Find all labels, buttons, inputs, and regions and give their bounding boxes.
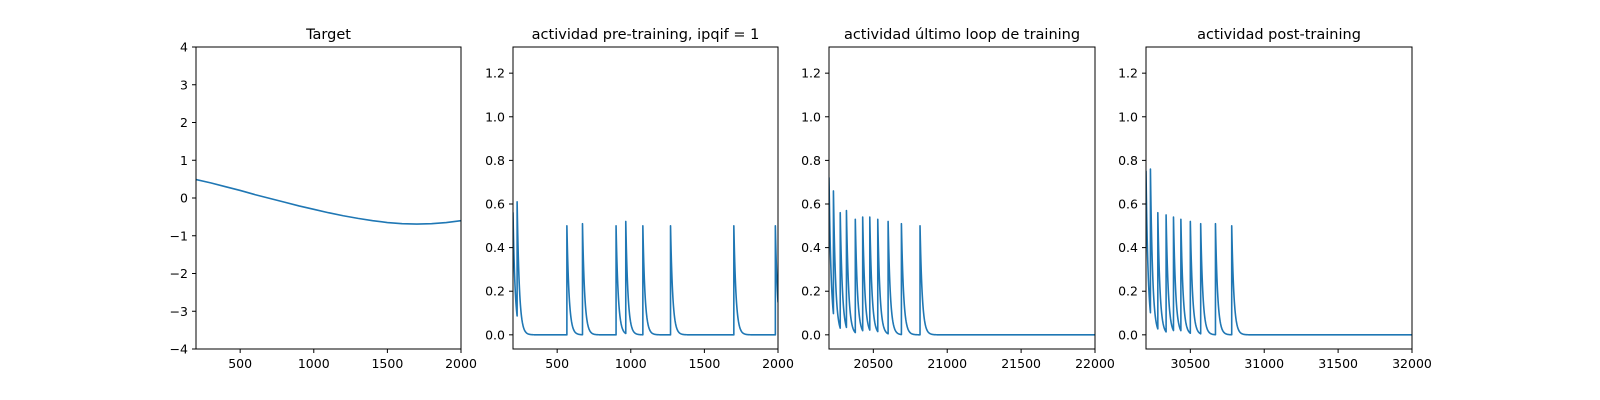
x-tick-label: 2000 bbox=[762, 356, 794, 371]
y-tick-label: 1.0 bbox=[1118, 109, 1138, 124]
x-tick-label: 1000 bbox=[615, 356, 647, 371]
y-tick-label: 0 bbox=[180, 191, 188, 206]
x-tick-label: 1500 bbox=[371, 356, 403, 371]
x-tick-label: 500 bbox=[545, 356, 569, 371]
y-tick-label: −3 bbox=[170, 304, 188, 319]
series-line bbox=[513, 201, 778, 336]
y-tick-label: 4 bbox=[180, 40, 188, 55]
x-tick-label: 22000 bbox=[1075, 356, 1115, 371]
y-tick-label: 2 bbox=[180, 115, 188, 130]
y-tick-label: 1.2 bbox=[485, 66, 505, 81]
series-line bbox=[829, 177, 1095, 336]
y-tick-label: 0.0 bbox=[801, 327, 821, 342]
x-tick-label: 21500 bbox=[1001, 356, 1041, 371]
x-tick-label: 32000 bbox=[1392, 356, 1432, 371]
y-tick-label: 0.8 bbox=[1118, 153, 1138, 168]
y-tick-label: 0.6 bbox=[1118, 196, 1138, 211]
x-tick-label: 31500 bbox=[1318, 356, 1358, 371]
x-tick-label: 2000 bbox=[445, 356, 477, 371]
x-tick-label: 1000 bbox=[298, 356, 330, 371]
chart-panel-3: actividad último loop de training 20500 21… bbox=[801, 27, 1115, 371]
chart-title: actividad post-training bbox=[1197, 27, 1361, 43]
plot-frame bbox=[1145, 46, 1413, 350]
y-tick-label: −4 bbox=[170, 342, 188, 357]
y-tick-label: 1.2 bbox=[801, 66, 821, 81]
x-tick-label: 31000 bbox=[1244, 356, 1284, 371]
y-tick-label: −1 bbox=[170, 228, 188, 243]
y-tick-label: 0.4 bbox=[1118, 240, 1138, 255]
x-tick-label: 1500 bbox=[688, 356, 720, 371]
x-tick-label: 500 bbox=[228, 356, 252, 371]
y-tick-label: −2 bbox=[170, 266, 188, 281]
chart-panel-1: Target 500 1000 1500 2000 −4 −3 −2 −1 0 1 2 3 4 bbox=[170, 27, 477, 371]
plot-frame bbox=[828, 46, 1096, 350]
y-tick-label: 0.6 bbox=[485, 196, 505, 211]
y-tick-label: 0.4 bbox=[801, 240, 821, 255]
y-tick-label: 0.6 bbox=[801, 196, 821, 211]
y-tick-label: 0.2 bbox=[1118, 284, 1138, 299]
plot-frame bbox=[512, 46, 779, 350]
y-tick-label: 0.0 bbox=[485, 327, 505, 342]
y-tick-label: 0.8 bbox=[485, 153, 505, 168]
y-tick-label: 1.0 bbox=[485, 109, 505, 124]
chart-panel-4: actividad post-training 30500 31000 31500 32… bbox=[1118, 27, 1432, 371]
y-tick-label: 1.2 bbox=[1118, 66, 1138, 81]
x-tick-label: 30500 bbox=[1170, 356, 1210, 371]
x-tick-label: 20500 bbox=[853, 356, 893, 371]
y-tick-label: 0.2 bbox=[485, 284, 505, 299]
y-tick-label: 1 bbox=[180, 153, 188, 168]
y-tick-label: 3 bbox=[180, 77, 188, 92]
chart-panel-2: actividad pre-training, ipqif = 1 500 1000… bbox=[485, 27, 794, 371]
series-line bbox=[196, 178, 461, 225]
y-tick-label: 0.0 bbox=[1118, 327, 1138, 342]
x-tick-label: 21000 bbox=[927, 356, 967, 371]
series-line bbox=[1146, 168, 1412, 336]
y-tick-label: 0.8 bbox=[801, 153, 821, 168]
y-tick-label: 0.4 bbox=[485, 240, 505, 255]
y-tick-label: 0.2 bbox=[801, 284, 821, 299]
chart-title: Target bbox=[305, 27, 351, 43]
chart-title: actividad pre-training, ipqif = 1 bbox=[532, 27, 760, 43]
chart-title: actividad último loop de training bbox=[844, 27, 1080, 43]
y-tick-label: 1.0 bbox=[801, 109, 821, 124]
